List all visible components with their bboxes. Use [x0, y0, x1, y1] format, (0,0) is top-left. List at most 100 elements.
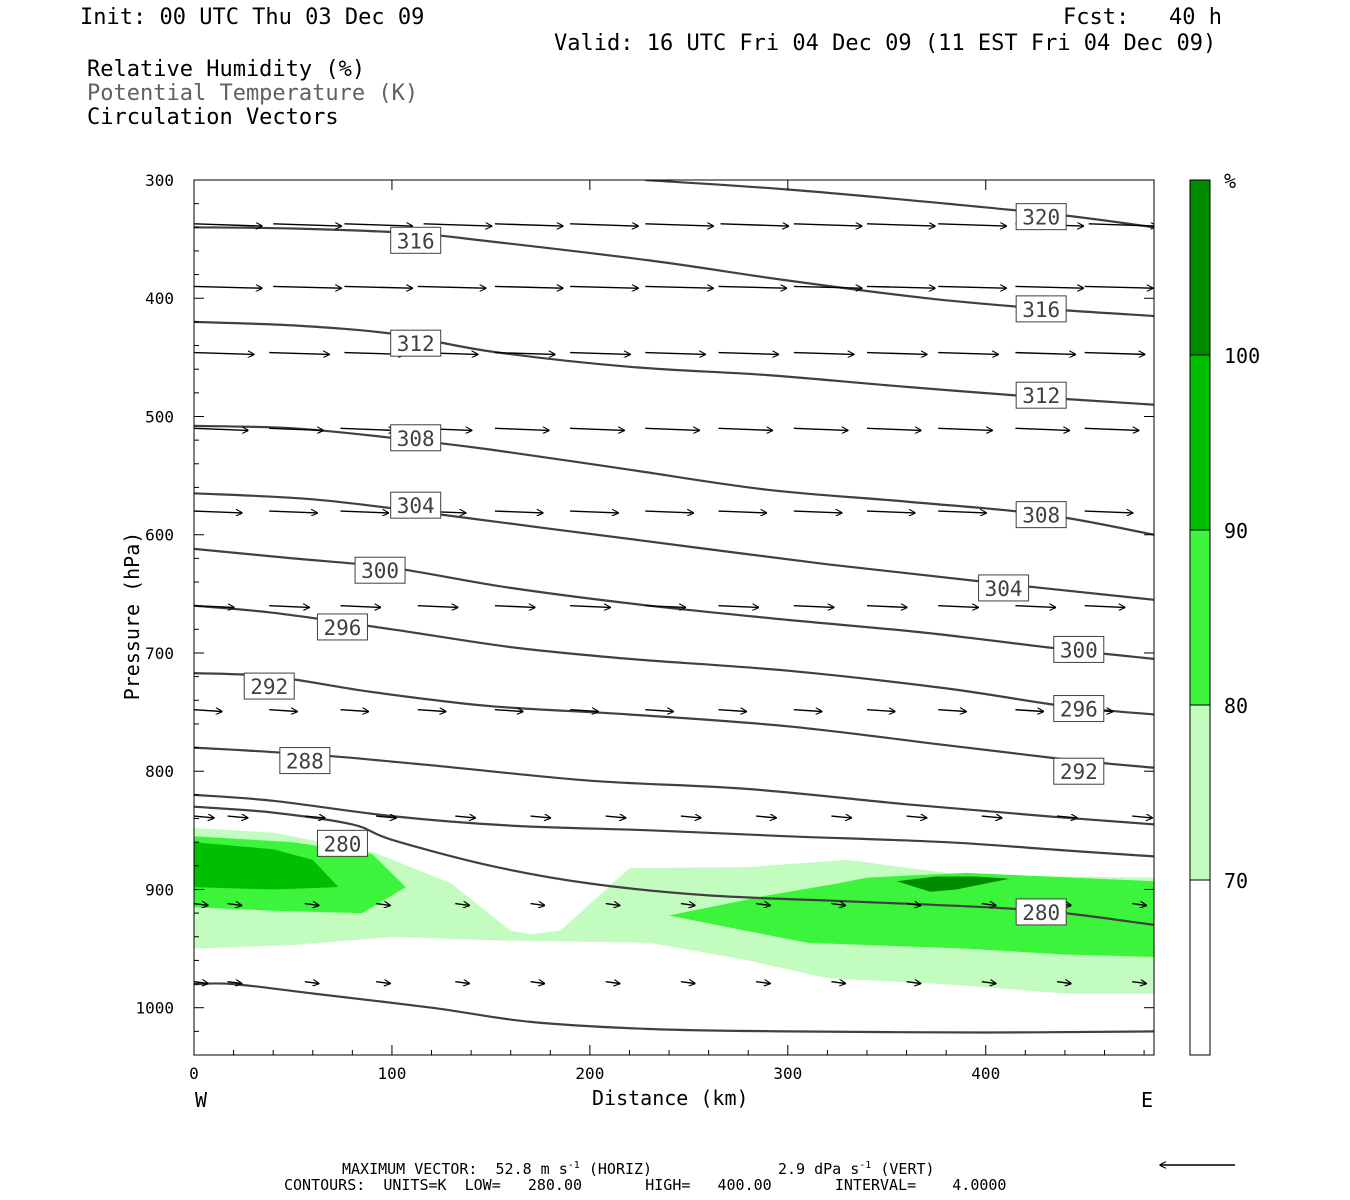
- theta-contour-280: [194, 805, 1154, 926]
- vector-3-5: [570, 428, 624, 430]
- rh-region-80-2: [669, 872, 1154, 957]
- vector-2-4: [494, 353, 555, 355]
- vector-1-3: [417, 286, 486, 288]
- vector-8-4: [455, 904, 469, 906]
- contour-label-296-1: 296: [1060, 698, 1098, 722]
- vector-0-1: [273, 224, 341, 226]
- vector-7-8: [756, 816, 776, 818]
- vector-0-4: [494, 224, 563, 226]
- vector-3-9: [866, 428, 921, 430]
- contour-label-box-304-0: [390, 491, 442, 519]
- field-vectors-label: Circulation Vectors: [87, 105, 339, 130]
- contour-label-box-292-0: [243, 672, 295, 700]
- vector-9-1: [227, 982, 242, 984]
- vector-3-12: [1084, 428, 1139, 430]
- colorbar-unit: %: [1224, 169, 1236, 193]
- vector-5-8: [793, 606, 834, 608]
- theta-contour-300: [194, 547, 1154, 660]
- vector-1-11: [1015, 286, 1083, 288]
- vector-9-4: [455, 982, 469, 984]
- contour-label-box-316-0: [390, 226, 442, 254]
- contour-label-box-280-0: [316, 829, 368, 857]
- vector-5-6: [645, 606, 685, 608]
- vector-3-6: [645, 428, 699, 430]
- valid-time: Valid: 16 UTC Fri 04 Dec 09 (11 EST Fri …: [554, 31, 1217, 56]
- plot-frame: [193, 179, 1155, 1056]
- vector-8-3: [376, 904, 390, 906]
- vector-2-9: [866, 353, 927, 355]
- vector-4-7: [718, 511, 767, 513]
- vector-8-1: [227, 904, 242, 906]
- vector-0-9: [866, 224, 935, 226]
- vector-3-8: [793, 428, 848, 430]
- y-tick-label-900: 900: [145, 880, 174, 899]
- vector-3-2: [340, 428, 395, 430]
- colorbar-bin-4: [1189, 879, 1211, 1056]
- vector-4-8: [793, 511, 842, 513]
- contour-label-layer: 320 316 316 312 312 308 308 304 304 300 300 296 296 2…: [243, 203, 1105, 926]
- vector-4-6: [645, 511, 693, 513]
- vector-7-6: [605, 816, 626, 818]
- vector-2-6: [645, 353, 705, 355]
- vector-9-13: [1132, 982, 1146, 984]
- theta-contour-312: [194, 320, 1154, 406]
- vector-1-4: [494, 286, 563, 288]
- vector-3-1: [269, 428, 323, 430]
- contour-label-box-296-0: [316, 613, 368, 641]
- vector-1-10: [938, 286, 1006, 288]
- vector-4-5: [570, 511, 618, 513]
- contour-label-box-300-0: [354, 556, 406, 584]
- contour-label-box-312-1: [1015, 381, 1067, 409]
- vector-5-2: [340, 606, 381, 608]
- vector-0-3: [423, 224, 492, 226]
- y-tick-label-700: 700: [145, 644, 174, 663]
- vector-4-10: [938, 511, 986, 513]
- vector-2-7: [718, 353, 779, 355]
- vector-9-6: [605, 982, 620, 984]
- y-tick-label-800: 800: [145, 762, 174, 781]
- theta-contour-284: [194, 793, 1154, 858]
- vector-8-2: [304, 904, 319, 906]
- y-tick-label-300: 300: [145, 171, 174, 190]
- vector-8-8: [756, 904, 770, 906]
- colorbar-label-80: 80: [1224, 694, 1248, 718]
- vector-4-1: [269, 511, 317, 513]
- x-tick-label-200: 200: [575, 1064, 604, 1083]
- vector-7-9: [831, 816, 851, 818]
- contour-label-312-1: 312: [1022, 384, 1060, 408]
- contour-label-308-0: 308: [397, 427, 435, 451]
- colorbar-label-100: 100: [1224, 344, 1260, 368]
- vector-0-10: [938, 224, 1006, 226]
- colorbar-bin-0: [1189, 179, 1211, 356]
- vector-5-4: [494, 606, 535, 608]
- theta-contour-292: [194, 672, 1154, 769]
- vector-4-0: [194, 511, 242, 513]
- vector-5-7: [718, 606, 759, 608]
- contour-label-296-0: 296: [323, 616, 361, 640]
- contour-label-box-288-0: [279, 747, 331, 775]
- contour-label-box-308-0: [390, 424, 442, 452]
- vector-3-4: [494, 428, 549, 430]
- vector-1-2: [344, 286, 412, 288]
- circulation-vector-layer: [194, 224, 1154, 984]
- vector-5-9: [866, 606, 907, 608]
- vector-2-10: [938, 353, 998, 355]
- vector-2-12: [1084, 353, 1145, 355]
- rh-region-90-3: [194, 842, 339, 890]
- y-tick-label-500: 500: [145, 407, 174, 426]
- x-tick-label-400: 400: [971, 1064, 1000, 1083]
- vector-6-2: [340, 710, 369, 712]
- vector-3-7: [718, 428, 773, 430]
- vector-3-11: [1015, 428, 1069, 430]
- colorbar-bin-2: [1189, 529, 1211, 706]
- theta-contour-288: [194, 746, 1154, 826]
- rh-region-70-0: [194, 828, 1154, 994]
- east-label: E: [1141, 1088, 1154, 1112]
- vector-9-11: [981, 982, 996, 984]
- vector-5-0: [194, 606, 234, 608]
- vector-9-9: [831, 982, 845, 984]
- contour-label-304-1: 304: [985, 577, 1023, 601]
- vector-5-3: [417, 606, 458, 608]
- contour-label-box-312-0: [390, 329, 442, 357]
